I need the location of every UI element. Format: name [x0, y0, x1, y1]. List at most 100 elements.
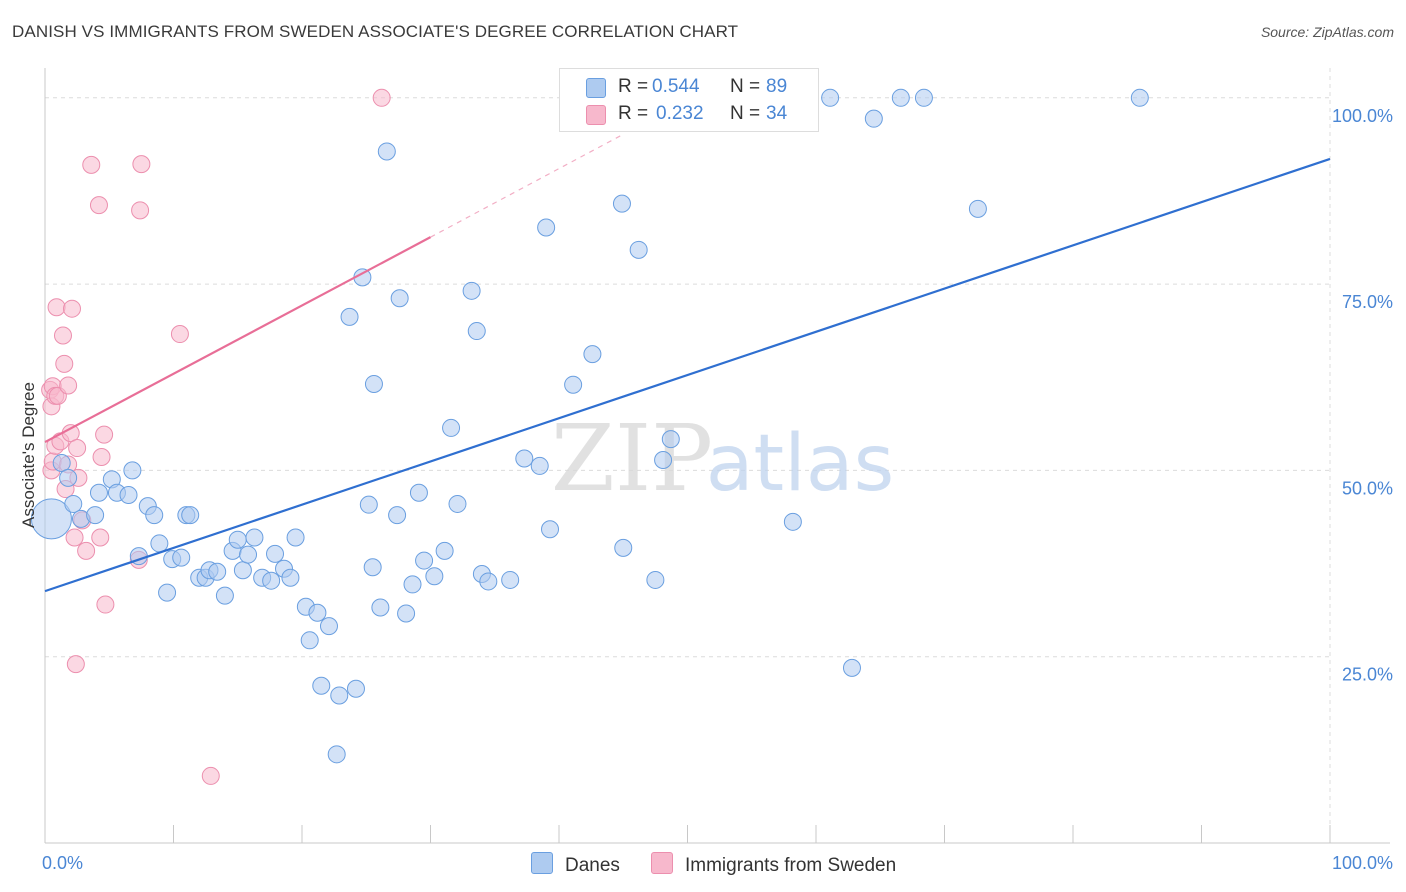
sweden-point [89, 196, 108, 215]
danes-r-label: R = [618, 76, 649, 97]
sweden-point [96, 595, 115, 614]
danes-point [783, 512, 802, 531]
danes-point [501, 570, 520, 589]
danes-point [515, 449, 534, 468]
stats-legend: R = 0.544 N = 89 R = 0.232 N = 34 [559, 68, 819, 132]
danes-point [442, 418, 461, 437]
danes-point [319, 617, 338, 636]
tick-labels: 25.0% 50.0% 75.0% 100.0% 0.0% 100.0% [42, 106, 1393, 873]
sweden-point [65, 528, 84, 547]
danes-point [864, 109, 883, 128]
danes-point [89, 483, 108, 502]
danes-point [425, 567, 444, 586]
danes-point [86, 506, 105, 525]
danes-point [145, 506, 164, 525]
danes-point [64, 494, 83, 513]
danes-point [359, 495, 378, 514]
sweden-point [66, 655, 85, 674]
sweden-point [47, 298, 66, 317]
danes-point [346, 679, 365, 698]
danes-point [388, 506, 407, 525]
danes-point [842, 658, 861, 677]
danes-point [654, 450, 673, 469]
danes-point [233, 561, 252, 580]
sweden-point [170, 325, 189, 344]
danes-point [363, 558, 382, 577]
danes-point [181, 506, 200, 525]
watermark: ZIP atlas [551, 405, 894, 512]
danes-point [403, 575, 422, 594]
danes-n-label: N = [730, 76, 761, 97]
sweden-point [82, 155, 101, 174]
danes-point [228, 530, 247, 549]
danes-swatch [586, 78, 606, 98]
sweden-trend-line [44, 236, 432, 444]
danes-point [150, 534, 169, 553]
danes-point [415, 551, 434, 570]
danes-legend-label: Danes [565, 855, 620, 876]
danes-point [564, 375, 583, 394]
danes-point [364, 374, 383, 393]
danes-point [158, 583, 177, 602]
legend-item-danes[interactable]: Danes [531, 852, 620, 877]
sweden-swatch [586, 105, 606, 125]
source-label: Source: ZipAtlas.com [1260, 24, 1394, 40]
danes-point [262, 571, 281, 590]
sweden-point [372, 88, 391, 107]
legend-item-sweden[interactable]: Immigrants from Sweden [651, 852, 896, 877]
danes-trend-line [44, 157, 1331, 593]
sweden-point [201, 766, 220, 785]
danes-point [435, 541, 454, 560]
danes-point [537, 218, 556, 237]
sweden-points [41, 88, 391, 785]
danes-point [821, 88, 840, 107]
danes-point [914, 88, 933, 107]
danes-point [968, 199, 987, 218]
danes-point [312, 676, 331, 695]
sweden-point [95, 425, 114, 444]
sweden-point [62, 299, 81, 318]
danes-point [300, 631, 319, 650]
sweden-point [91, 528, 110, 547]
sweden-point [55, 354, 74, 373]
sweden-n-value: 34 [766, 103, 788, 124]
series-legend: Danes Immigrants from Sweden [0, 852, 1406, 878]
sweden-trend-extension [430, 133, 624, 238]
sweden-point [59, 376, 78, 395]
danes-point [612, 194, 631, 213]
danes-point [1130, 88, 1149, 107]
danes-point [629, 240, 648, 259]
danes-point [123, 461, 142, 480]
danes-point [340, 307, 359, 326]
danes-point [59, 468, 78, 487]
danes-point [377, 142, 396, 161]
danes-point [286, 528, 305, 547]
danes-n-value: 89 [766, 76, 788, 97]
danes-point [330, 686, 349, 705]
danes-point [448, 494, 467, 513]
sweden-point [92, 447, 111, 466]
danes-point [479, 572, 498, 591]
danes-point [397, 604, 416, 623]
danes-point [30, 498, 72, 540]
danes-point [308, 603, 327, 622]
danes-point [661, 430, 680, 449]
watermark-zip: ZIP [551, 405, 713, 512]
chart-title: DANISH VS IMMIGRANTS FROM SWEDEN ASSOCIA… [12, 22, 739, 41]
axes [44, 68, 1390, 844]
danes-point [530, 456, 549, 475]
danes-point [281, 568, 300, 587]
danes-point [215, 586, 234, 605]
danes-point [409, 483, 428, 502]
danes-point [208, 562, 227, 581]
danes-points [30, 88, 1149, 764]
watermark-atlas: atlas [706, 419, 895, 509]
danes-point [467, 322, 486, 341]
trend-lines [44, 133, 1331, 593]
sweden-legend-label: Immigrants from Sweden [685, 855, 897, 876]
x-tick-label-0: 0.0% [42, 853, 83, 873]
danes-point [541, 520, 560, 539]
danes-point [371, 598, 390, 617]
y-tick-label-25: 25.0% [1342, 665, 1393, 685]
